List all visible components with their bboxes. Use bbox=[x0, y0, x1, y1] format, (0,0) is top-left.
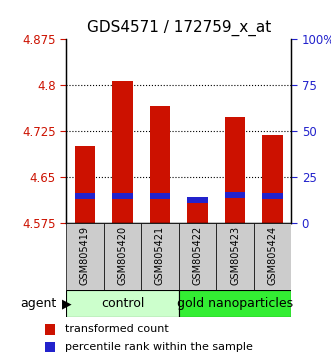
Bar bbox=[254, 223, 291, 290]
Bar bbox=[75, 146, 95, 223]
Bar bbox=[225, 192, 245, 198]
Bar bbox=[112, 81, 133, 223]
Bar bbox=[66, 290, 179, 317]
Bar bbox=[179, 223, 216, 290]
Text: percentile rank within the sample: percentile rank within the sample bbox=[65, 342, 253, 352]
Text: agent: agent bbox=[20, 297, 56, 310]
Bar bbox=[45, 324, 55, 335]
Text: GSM805422: GSM805422 bbox=[193, 226, 203, 285]
Bar bbox=[150, 193, 170, 199]
Bar bbox=[150, 107, 170, 223]
Bar bbox=[45, 342, 55, 352]
Bar bbox=[179, 290, 291, 317]
Text: GSM805419: GSM805419 bbox=[80, 226, 90, 285]
Title: GDS4571 / 172759_x_at: GDS4571 / 172759_x_at bbox=[87, 20, 271, 36]
Bar bbox=[112, 193, 133, 199]
Text: ▶: ▶ bbox=[58, 297, 71, 310]
Bar bbox=[216, 223, 254, 290]
Bar bbox=[187, 196, 208, 203]
Text: GSM805421: GSM805421 bbox=[155, 226, 165, 285]
Bar bbox=[104, 223, 141, 290]
Text: gold nanoparticles: gold nanoparticles bbox=[177, 297, 293, 310]
Text: GSM805420: GSM805420 bbox=[118, 226, 127, 285]
Bar bbox=[225, 117, 245, 223]
Bar bbox=[66, 223, 104, 290]
Bar bbox=[75, 193, 95, 199]
Text: GSM805424: GSM805424 bbox=[267, 226, 277, 285]
Text: transformed count: transformed count bbox=[65, 324, 168, 334]
Text: control: control bbox=[101, 297, 144, 310]
Bar bbox=[187, 201, 208, 223]
Text: GSM805423: GSM805423 bbox=[230, 226, 240, 285]
Bar bbox=[262, 193, 283, 199]
Bar bbox=[141, 223, 179, 290]
Bar bbox=[262, 135, 283, 223]
